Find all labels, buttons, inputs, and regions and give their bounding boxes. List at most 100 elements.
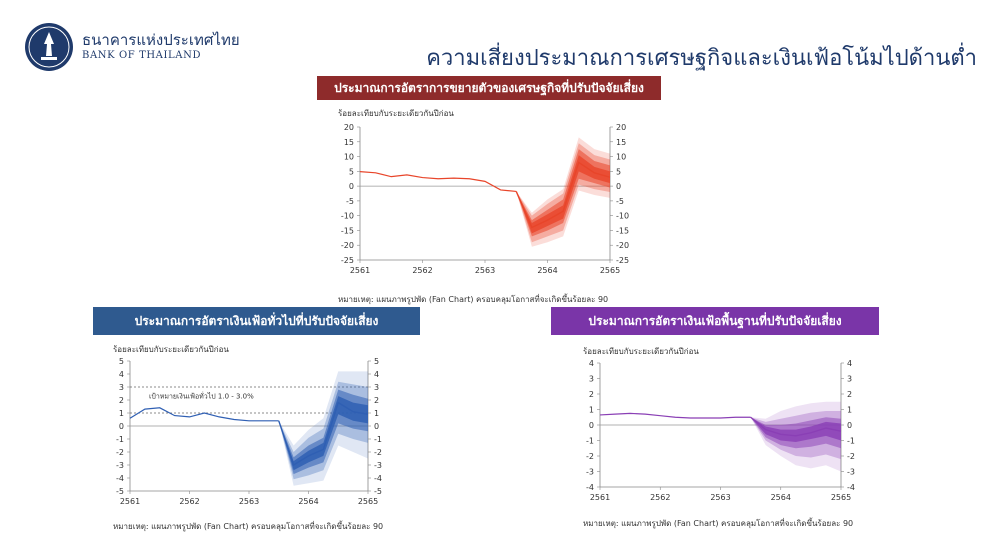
- y-tick-label-left: 4: [119, 370, 124, 379]
- y-tick-label-left: 0: [589, 421, 594, 430]
- gdp-fan-chart: -25 -25 -20 -20 -15 -15 -10 -10 -5 -5 0 0 5 5 10 10 15 15…: [341, 123, 629, 275]
- y-tick-label-right: 5: [374, 357, 379, 366]
- y-tick-label-right: -1: [374, 435, 382, 444]
- y-tick-label-left: 1: [119, 409, 124, 418]
- fan-band-4: [750, 417, 841, 443]
- y-tick-label-left: -5: [346, 197, 354, 206]
- y-tick-label-right: 10: [616, 153, 626, 162]
- x-tick-label: 2565: [358, 497, 378, 506]
- y-tick-label-left: -2: [586, 452, 594, 461]
- fan-median-line: [750, 416, 842, 437]
- y-tick-label-left: -25: [341, 256, 354, 265]
- y-tick-label-right: -3: [374, 461, 382, 470]
- y-tick-label-left: 0: [119, 422, 124, 431]
- core-inflation-chart-title: ประมาณการอัตราเงินเฟ้อพื้นฐานที่ปรับปัจจ…: [551, 307, 879, 335]
- y-tick-label-left: -3: [116, 461, 124, 470]
- y-tick-label-left: -15: [341, 226, 354, 235]
- x-tick-label: 2563: [710, 493, 730, 502]
- fan-median-line: [515, 161, 611, 229]
- y-tick-label-right: 1: [374, 409, 379, 418]
- x-tick-label: 2562: [650, 493, 670, 502]
- y-tick-label-left: -4: [116, 474, 124, 483]
- y-tick-label-right: -5: [616, 197, 624, 206]
- fan-band-4: [516, 155, 610, 234]
- y-tick-label-left: -4: [586, 483, 594, 492]
- y-tick-label-right: 0: [616, 182, 621, 191]
- headline-y-axis-label: ร้อยละเทียบกับระยะเดียวกันปีก่อน: [113, 345, 229, 354]
- x-tick-label: 2565: [831, 493, 851, 502]
- y-tick-label-left: 2: [589, 390, 594, 399]
- bank-logo[interactable]: ธนาคารแห่งประเทศไทย BANK OF THAILAND: [24, 22, 244, 74]
- fan-median-line: [278, 401, 369, 467]
- y-tick-label-left: 20: [344, 123, 354, 132]
- history-line: [129, 407, 279, 422]
- y-tick-label-right: -15: [616, 226, 629, 235]
- y-tick-label-left: -1: [586, 437, 594, 446]
- y-tick-label-left: -3: [586, 468, 594, 477]
- y-tick-label-right: 5: [616, 167, 621, 176]
- page-title: ความเสี่ยงประมาณการเศรษฐกิจและเงินเฟ้อโน…: [426, 46, 977, 71]
- y-tick-label-right: 3: [847, 375, 852, 384]
- y-tick-label-right: 2: [374, 396, 379, 405]
- history-line: [599, 412, 751, 419]
- y-tick-label-left: -10: [341, 212, 354, 221]
- bank-seal-icon: [25, 23, 73, 71]
- x-tick-label: 2561: [350, 266, 370, 275]
- y-tick-label-left: 5: [119, 357, 124, 366]
- y-tick-label-right: 0: [847, 421, 852, 430]
- core-y-axis-label: ร้อยละเทียบกับระยะเดียวกันปีก่อน: [583, 347, 699, 356]
- core-inflation-fan-chart: -4 -4 -3 -3 -2 -2 -1 -1 0 0 1 1 2 2 3 3 4 4 2561 2562 2563 25…: [586, 359, 855, 502]
- core-chart-note: หมายเหตุ: แผนภาพรูปพัด (Fan Chart) ครอบค…: [583, 519, 854, 528]
- y-tick-label-right: 4: [374, 370, 379, 379]
- x-tick-label: 2561: [590, 493, 610, 502]
- y-tick-label-right: 15: [616, 138, 626, 147]
- y-tick-label-left: -20: [341, 241, 354, 250]
- y-tick-label-right: -1: [847, 437, 855, 446]
- x-tick-label: 2563: [239, 497, 259, 506]
- headline-inflation-chart-title: ประมาณการอัตราเงินเฟ้อทั่วไปที่ปรับปัจจั…: [93, 307, 420, 335]
- y-tick-label-right: 4: [847, 359, 852, 368]
- y-tick-label-right: -2: [847, 452, 855, 461]
- y-tick-label-left: -5: [116, 487, 124, 496]
- gdp-chart-title: ประมาณการอัตราการขยายตัวของเศรษฐกิจที่ปร…: [317, 76, 661, 100]
- fan-band-4: [278, 396, 368, 471]
- gdp-chart-note: หมายเหตุ: แผนภาพรูปพัด (Fan Chart) ครอบค…: [338, 295, 609, 304]
- x-tick-label: 2564: [771, 493, 791, 502]
- y-tick-label-right: -25: [616, 256, 629, 265]
- y-tick-label-right: 2: [847, 390, 852, 399]
- y-tick-label-right: -10: [616, 212, 629, 221]
- y-tick-label-left: 1: [589, 406, 594, 415]
- y-tick-label-left: 3: [589, 375, 594, 384]
- y-tick-label-right: 20: [616, 123, 626, 132]
- y-tick-label-right: -20: [616, 241, 629, 250]
- y-tick-label-left: 2: [119, 396, 124, 405]
- headline-inflation-fan-chart: -5 -5 -4 -4 -3 -3 -2 -2 -1 -1 0 0 1 1 2 2 3 3 4 4 5 5 2561 2562…: [116, 357, 382, 506]
- target-annotation: เป้าหมายเงินเฟ้อทั่วไป 1.0 - 3.0%: [149, 392, 254, 401]
- y-tick-label-right: -3: [847, 468, 855, 477]
- y-tick-label-left: -2: [116, 448, 124, 457]
- y-tick-label-left: 4: [589, 359, 594, 368]
- y-tick-label-right: -4: [847, 483, 855, 492]
- y-tick-label-right: 0: [374, 422, 379, 431]
- x-tick-label: 2562: [179, 497, 199, 506]
- bank-name-english: BANK OF THAILAND: [82, 50, 202, 61]
- y-tick-label-right: -2: [374, 448, 382, 457]
- y-tick-label-right: 3: [374, 383, 379, 392]
- y-tick-label-right: -4: [374, 474, 382, 483]
- y-tick-label-left: -1: [116, 435, 124, 444]
- history-line: [359, 171, 517, 193]
- x-tick-label: 2563: [475, 266, 495, 275]
- bank-name-thai: ธนาคารแห่งประเทศไทย: [82, 31, 240, 49]
- x-tick-label: 2565: [600, 266, 620, 275]
- y-tick-label-left: 3: [119, 383, 124, 392]
- y-tick-label-left: 15: [344, 138, 354, 147]
- y-tick-label-left: 10: [344, 153, 354, 162]
- x-tick-label: 2564: [298, 497, 318, 506]
- y-tick-label-right: 1: [847, 406, 852, 415]
- y-tick-label-right: -5: [374, 487, 382, 496]
- x-tick-label: 2562: [412, 266, 432, 275]
- x-tick-label: 2561: [120, 497, 140, 506]
- gdp-y-axis-label: ร้อยละเทียบกับระยะเดียวกันปีก่อน: [338, 109, 454, 118]
- y-tick-label-left: 5: [349, 167, 354, 176]
- headline-chart-note: หมายเหตุ: แผนภาพรูปพัด (Fan Chart) ครอบค…: [113, 522, 384, 531]
